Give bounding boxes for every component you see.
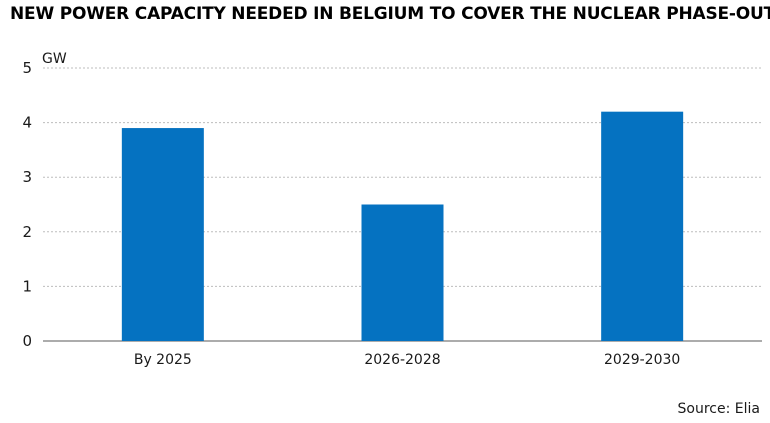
bar: [601, 111, 684, 342]
x-tick-label: 2029-2030: [604, 352, 680, 368]
x-axis-ticks: By 2025 2026-2028 2029-2030: [134, 352, 680, 368]
bar: [361, 204, 444, 341]
x-tick-label: 2026-2028: [364, 352, 440, 368]
y-axis-ticks: 0 1 2 3 4 5: [22, 59, 32, 350]
y-tick-label: 3: [22, 168, 32, 186]
y-tick-label: 5: [22, 59, 32, 77]
y-tick-label: 0: [22, 332, 32, 350]
y-axis-label: GW: [42, 51, 67, 67]
bar: [121, 128, 204, 341]
x-tick-label: By 2025: [134, 352, 192, 368]
y-tick-label: 2: [22, 223, 32, 241]
y-tick-label: 4: [22, 114, 32, 132]
bars: [121, 111, 684, 342]
y-tick-label: 1: [22, 277, 32, 295]
chart-title: NEW POWER CAPACITY NEEDED IN BELGIUM TO …: [10, 4, 770, 24]
source-note: Source: Elia: [677, 401, 760, 417]
